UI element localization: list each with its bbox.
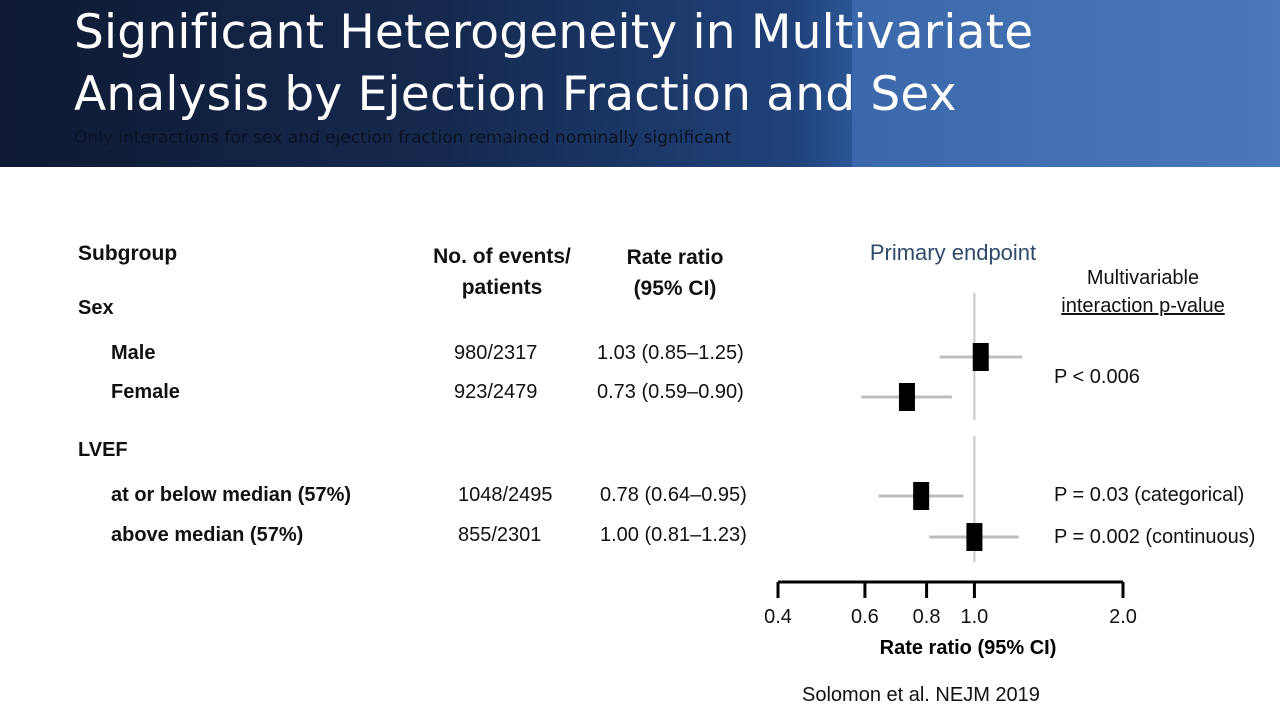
point-marker-female [898,383,915,411]
header-events-line2: patients [461,276,543,299]
slide-title: Significant Heterogeneity in Multivariat… [74,2,1074,126]
x-tick-label-0.6: 0.6 [851,606,879,628]
x-tick-label-1.0: 1.0 [961,606,989,628]
p-value-lvef-continuous: P = 0.002 (continuous) [1054,526,1256,548]
x-tick-label-0.8: 0.8 [913,606,941,628]
row-label-lvef-high: above median (57%) [111,524,304,546]
header-events: No. of events/ patients [412,241,592,303]
header-events-line1: No. of events/ [433,245,571,268]
title-banner [0,0,1280,167]
row-ci-female: 0.73 (0.59–0.90) [597,381,744,403]
slide-subtitle: Only interactions for sex and ejection f… [74,128,732,148]
row-events-male: 980/2317 [454,342,538,364]
interaction-header-line1: Multivariable [1086,267,1200,289]
row-ci-lvef-high: 1.00 (0.81–1.23) [600,524,747,546]
header-rate-line2: (95% CI) [633,277,717,300]
point-marker-at-or-below-median-57 [913,482,930,510]
header-rate-ratio: Rate ratio (95% CI) [595,242,755,304]
point-marker-above-median-57 [966,523,983,551]
row-label-female: Female [111,381,180,403]
slide-title-line2: Analysis by Ejection Fraction and Sex [74,67,957,122]
row-events-lvef-high: 855/2301 [458,524,542,546]
chart-title: Primary endpoint [870,240,1036,265]
x-tick-label-2.0: 2.0 [1109,606,1137,628]
citation: Solomon et al. NEJM 2019 [802,684,1040,706]
x-tick-label-0.4: 0.4 [764,606,792,628]
group-label-lvef: LVEF [78,439,128,461]
slide-title-line1: Significant Heterogeneity in Multivariat… [74,5,1034,60]
header-subgroup: Subgroup [78,242,178,265]
p-value-sex: P < 0.006 [1054,366,1140,388]
interaction-header: Multivariable interaction p-value [1041,267,1245,318]
point-marker-male [972,343,989,371]
row-events-female: 923/2479 [454,381,538,403]
header-rate-line1: Rate ratio [626,246,724,269]
row-ci-lvef-low: 0.78 (0.64–0.95) [600,484,747,506]
x-axis-label: Rate ratio (95% CI) [880,637,1057,659]
row-label-lvef-low: at or below median (57%) [111,484,352,506]
row-ci-male: 1.03 (0.85–1.25) [597,342,744,364]
group-label-sex: Sex [78,297,114,319]
interaction-header-line2: interaction p-value [1061,295,1225,317]
p-value-lvef-categorical: P = 0.03 (categorical) [1054,484,1245,506]
row-events-lvef-low: 1048/2495 [458,484,553,506]
banner-accent-panel [852,0,1280,167]
row-label-male: Male [111,342,156,364]
